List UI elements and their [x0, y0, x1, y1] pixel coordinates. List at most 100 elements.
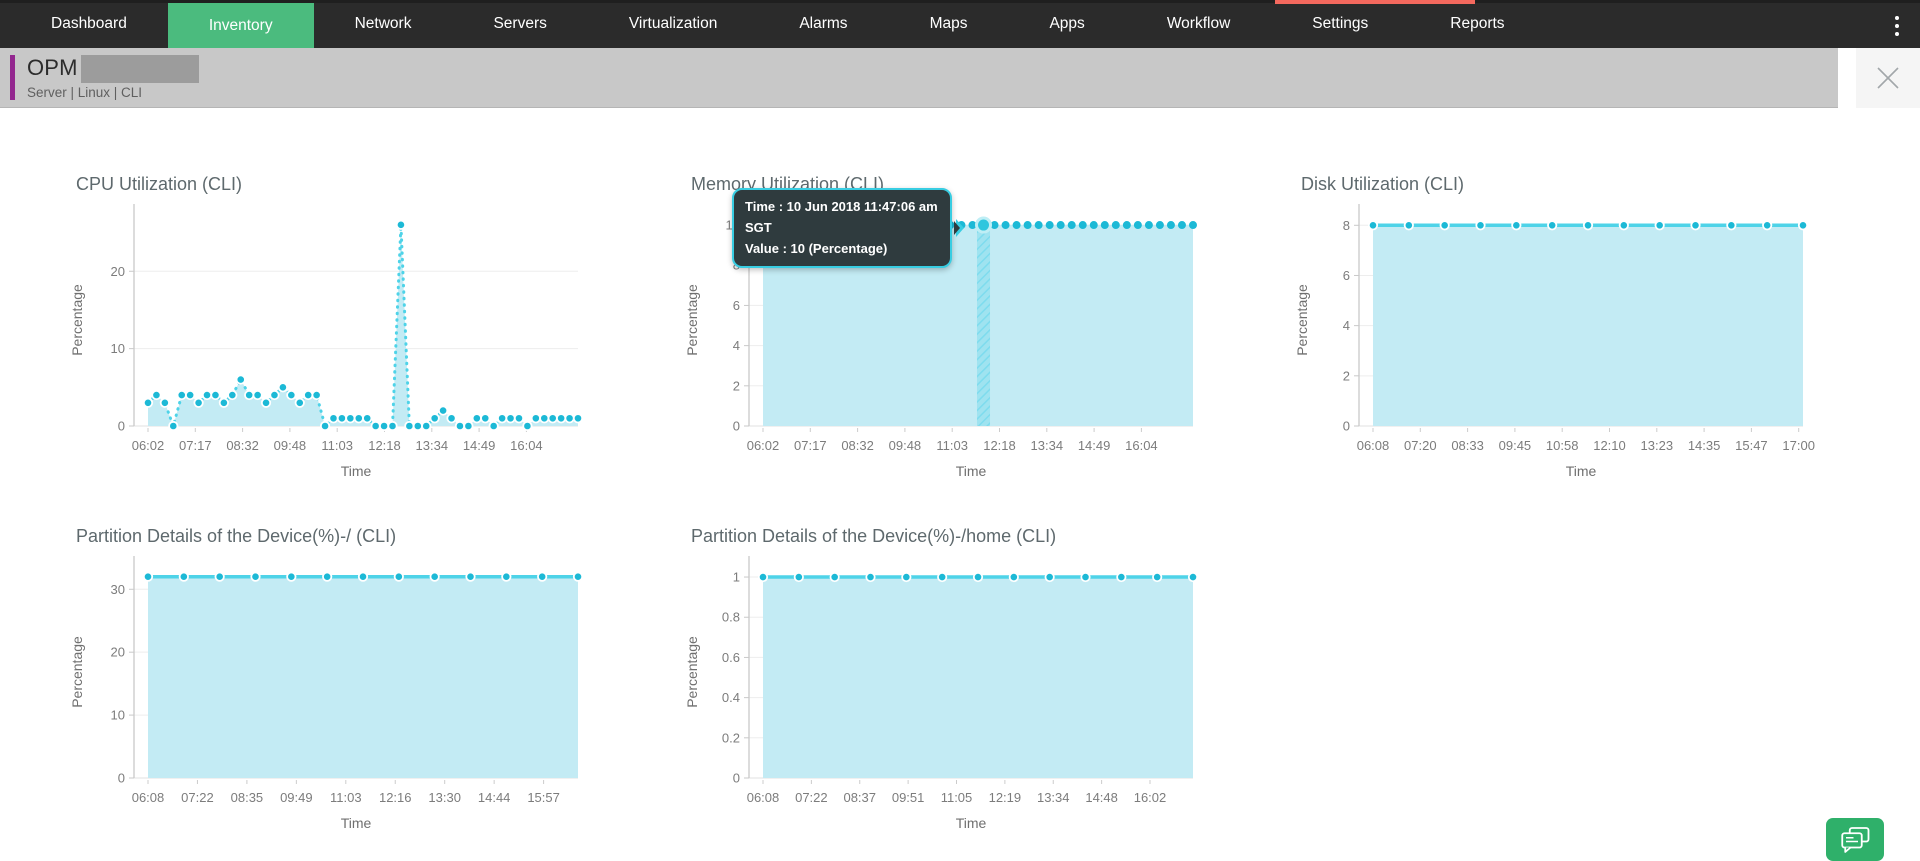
svg-text:11:03: 11:03 — [936, 438, 968, 453]
nav-item-servers[interactable]: Servers — [493, 15, 547, 32]
svg-text:0.8: 0.8 — [722, 610, 740, 625]
svg-text:15:57: 15:57 — [527, 790, 560, 805]
nav-item-virtualization[interactable]: Virtualization — [628, 15, 718, 32]
svg-text:6: 6 — [1343, 268, 1350, 283]
more-menu-kebab-icon[interactable] — [1884, 3, 1910, 48]
svg-text:07:17: 07:17 — [794, 438, 827, 453]
svg-text:09:48: 09:48 — [889, 438, 922, 453]
nav-item-dashboard[interactable]: Dashboard — [51, 15, 127, 32]
svg-text:16:04: 16:04 — [510, 438, 543, 453]
svg-text:Time: Time — [1566, 463, 1597, 479]
svg-text:14:49: 14:49 — [463, 438, 496, 453]
chart-cpu-utilization[interactable]: CPU Utilization (CLI) 0 10 20 Percentage 06:… — [60, 148, 600, 488]
tooltip-timezone-line: SGT — [745, 219, 772, 235]
svg-text:11:05: 11:05 — [941, 790, 973, 805]
chart-title: Disk Utilization (CLI) — [1301, 174, 1465, 194]
svg-text:16:04: 16:04 — [1125, 438, 1158, 453]
nav-item-apps[interactable]: Apps — [1049, 15, 1085, 32]
svg-text:30: 30 — [111, 582, 125, 597]
svg-text:07:17: 07:17 — [179, 438, 212, 453]
svg-text:07:22: 07:22 — [795, 790, 828, 805]
svg-text:12:16: 12:16 — [379, 790, 412, 805]
svg-text:07:22: 07:22 — [181, 790, 214, 805]
svg-text:11:03: 11:03 — [330, 790, 362, 805]
svg-text:Percentage: Percentage — [684, 636, 700, 708]
close-icon — [1877, 67, 1899, 89]
svg-text:08:32: 08:32 — [226, 438, 259, 453]
svg-text:06:08: 06:08 — [1357, 438, 1390, 453]
page-title: OPM — [27, 55, 78, 80]
svg-text:13:23: 13:23 — [1641, 438, 1674, 453]
svg-text:15:47: 15:47 — [1735, 438, 1768, 453]
svg-text:09:48: 09:48 — [274, 438, 307, 453]
chart-plot-area[interactable]: 0 2 4 6 8 Percentage 06:08 07:20 08:33 09:45 10:58… — [1285, 194, 1825, 484]
svg-text:13:34: 13:34 — [1037, 790, 1070, 805]
svg-text:11:03: 11:03 — [321, 438, 353, 453]
tooltip-value-line: Value : 10 (Percentage) — [745, 240, 888, 256]
svg-text:13:34: 13:34 — [1031, 438, 1064, 453]
svg-text:13:34: 13:34 — [416, 438, 449, 453]
svg-text:6: 6 — [733, 298, 740, 313]
svg-text:16:02: 16:02 — [1134, 790, 1167, 805]
nav-item-workflow[interactable]: Workflow — [1166, 15, 1231, 32]
svg-text:4: 4 — [733, 338, 740, 353]
svg-text:12:10: 12:10 — [1593, 438, 1626, 453]
svg-text:08:32: 08:32 — [841, 438, 874, 453]
svg-text:06:08: 06:08 — [132, 790, 165, 805]
svg-text:0: 0 — [733, 419, 740, 434]
svg-text:17:00: 17:00 — [1782, 438, 1815, 453]
svg-text:0: 0 — [118, 771, 125, 786]
chat-support-button[interactable] — [1826, 818, 1884, 861]
svg-text:4: 4 — [1343, 318, 1350, 333]
chart-partition-home[interactable]: Partition Details of the Device(%)-/home… — [675, 500, 1215, 840]
close-button[interactable] — [1856, 48, 1920, 108]
nav-item-alarms[interactable]: Alarms — [799, 15, 848, 32]
svg-text:Percentage: Percentage — [69, 636, 85, 708]
svg-text:06:02: 06:02 — [747, 438, 780, 453]
svg-text:1: 1 — [733, 570, 740, 585]
chart-disk-utilization[interactable]: Disk Utilization (CLI) 0 2 4 6 8 Percentage 06… — [1285, 148, 1825, 488]
svg-text:2: 2 — [733, 378, 740, 393]
svg-text:12:19: 12:19 — [989, 790, 1022, 805]
svg-text:Time: Time — [341, 463, 372, 479]
svg-text:06:02: 06:02 — [132, 438, 165, 453]
svg-text:0: 0 — [118, 419, 125, 434]
chart-memory-utilization[interactable]: Memory Utilization (CLI) 0246810Percenta… — [675, 148, 1215, 488]
svg-text:06:08: 06:08 — [747, 790, 780, 805]
nav-item-inventory[interactable]: Inventory — [167, 3, 314, 48]
nav-item-maps[interactable]: Maps — [929, 15, 968, 32]
svg-text:07:20: 07:20 — [1404, 438, 1437, 453]
svg-text:08:33: 08:33 — [1451, 438, 1484, 453]
svg-text:09:49: 09:49 — [280, 790, 313, 805]
svg-text:0: 0 — [1343, 419, 1350, 434]
chart-plot-area[interactable]: 0246810Percentage06:0207:1708:3209:4811:… — [675, 194, 1215, 484]
svg-text:0.6: 0.6 — [722, 650, 740, 665]
svg-text:20: 20 — [111, 645, 125, 660]
chart-plot-area[interactable]: 0 10 20 Percentage 06:02 07:17 08:32 09:48 11:03… — [60, 194, 600, 484]
chart-partition-root[interactable]: Partition Details of the Device(%)-/ (CL… — [60, 500, 600, 840]
notification-progress-strip — [1275, 0, 1475, 4]
svg-text:09:45: 09:45 — [1499, 438, 1532, 453]
svg-text:Percentage: Percentage — [1294, 284, 1310, 356]
svg-text:08:37: 08:37 — [843, 790, 876, 805]
device-header: OPM Server | Linux | CLI — [0, 48, 1838, 108]
svg-text:0.4: 0.4 — [722, 690, 740, 705]
nav-item-settings[interactable]: Settings — [1312, 15, 1369, 32]
svg-text:08:35: 08:35 — [231, 790, 264, 805]
svg-text:10:58: 10:58 — [1546, 438, 1579, 453]
svg-text:8: 8 — [1343, 218, 1350, 233]
nav-item-reports[interactable]: Reports — [1450, 15, 1505, 32]
chart-plot-area[interactable]: 0 0.2 0.4 0.6 0.8 1 Percentage 06:08 07:22 08:37 0… — [675, 546, 1215, 836]
chart-tooltip: Time : 10 Jun 2018 11:47:06 am SGT Value… — [732, 188, 964, 269]
nav-top-border — [0, 0, 1920, 3]
nav-items: Dashboard Inventory Network Servers Virtuali… — [10, 0, 1546, 48]
chart-plot-area[interactable]: 0 10 20 30 Percentage 06:08 07:22 08:35 09:49 11:… — [60, 546, 600, 836]
svg-text:Time: Time — [956, 815, 987, 831]
svg-text:14:49: 14:49 — [1078, 438, 1111, 453]
chart-title: Partition Details of the Device(%)-/home… — [691, 526, 1057, 546]
svg-text:12:18: 12:18 — [983, 438, 1016, 453]
svg-text:12:18: 12:18 — [368, 438, 401, 453]
nav-item-network[interactable]: Network — [354, 15, 412, 32]
chart-title: Partition Details of the Device(%)-/ (CL… — [76, 526, 397, 546]
top-nav-bar: Dashboard Inventory Network Servers Virtuali… — [0, 0, 1920, 48]
